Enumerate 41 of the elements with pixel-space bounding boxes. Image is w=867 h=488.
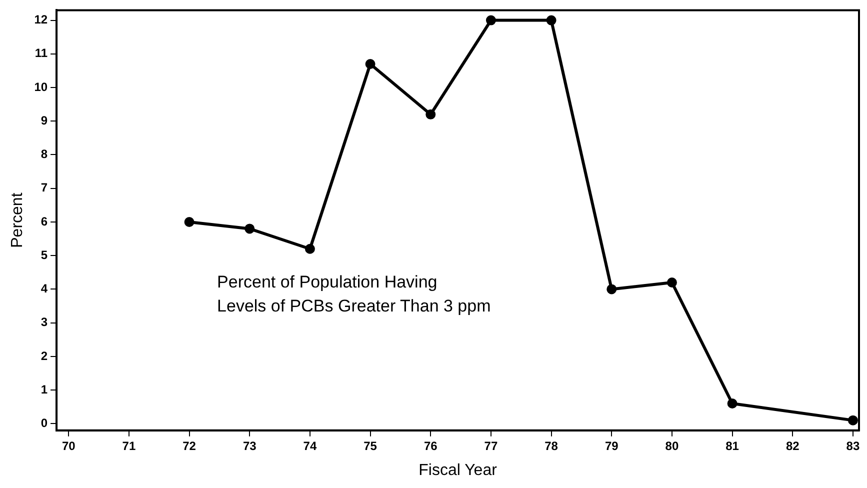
point xyxy=(606,284,617,294)
y-tick-label: 3 xyxy=(40,315,48,330)
point xyxy=(365,58,376,69)
y-tick-label: 7 xyxy=(40,180,48,195)
x-tick-label: 71 xyxy=(122,438,136,453)
point xyxy=(727,398,738,409)
point xyxy=(244,224,255,234)
x-tick-label: 75 xyxy=(364,438,378,453)
y-tick-label: 1 xyxy=(40,382,48,396)
x-tick-label: 72 xyxy=(182,438,196,453)
y-tick-label: 10 xyxy=(34,80,48,94)
x-tick-label: 77 xyxy=(484,438,498,453)
x-tick-label: 78 xyxy=(544,438,558,453)
x-tick-label: 81 xyxy=(726,438,740,453)
x-axis-title: Fiscal Year xyxy=(418,462,498,479)
y-tick-label: 4 xyxy=(40,282,48,296)
x-tick-label: 80 xyxy=(665,438,679,453)
point xyxy=(304,244,315,254)
y-tick-label: 6 xyxy=(40,214,48,228)
x-tick-label: 76 xyxy=(424,438,438,453)
y-tick-label: 9 xyxy=(40,113,48,128)
annotation: Percent of Population Having Levels of PCBs Greater Than 3 ppm xyxy=(217,272,491,316)
y-tick-label: 12 xyxy=(34,12,48,27)
y-tick-label: 8 xyxy=(40,147,48,162)
x-tick-label: 79 xyxy=(604,438,619,453)
x-tick-label: 70 xyxy=(62,438,76,453)
point xyxy=(184,216,194,227)
y-tick-label: 2 xyxy=(40,348,48,363)
x-tick-label: 74 xyxy=(303,438,317,453)
point xyxy=(666,277,677,288)
y-axis-title: Percent xyxy=(9,192,26,248)
x-tick-label: 73 xyxy=(242,438,257,453)
y-tick-label: 11 xyxy=(34,46,48,60)
point xyxy=(546,15,556,26)
point xyxy=(426,109,436,120)
point xyxy=(486,15,496,26)
y-tick-label: 5 xyxy=(40,248,48,262)
x-tick-label: 83 xyxy=(846,438,860,453)
y-tick-label: 0 xyxy=(40,416,48,430)
x-tick-label: 82 xyxy=(786,438,800,453)
point xyxy=(848,415,858,426)
